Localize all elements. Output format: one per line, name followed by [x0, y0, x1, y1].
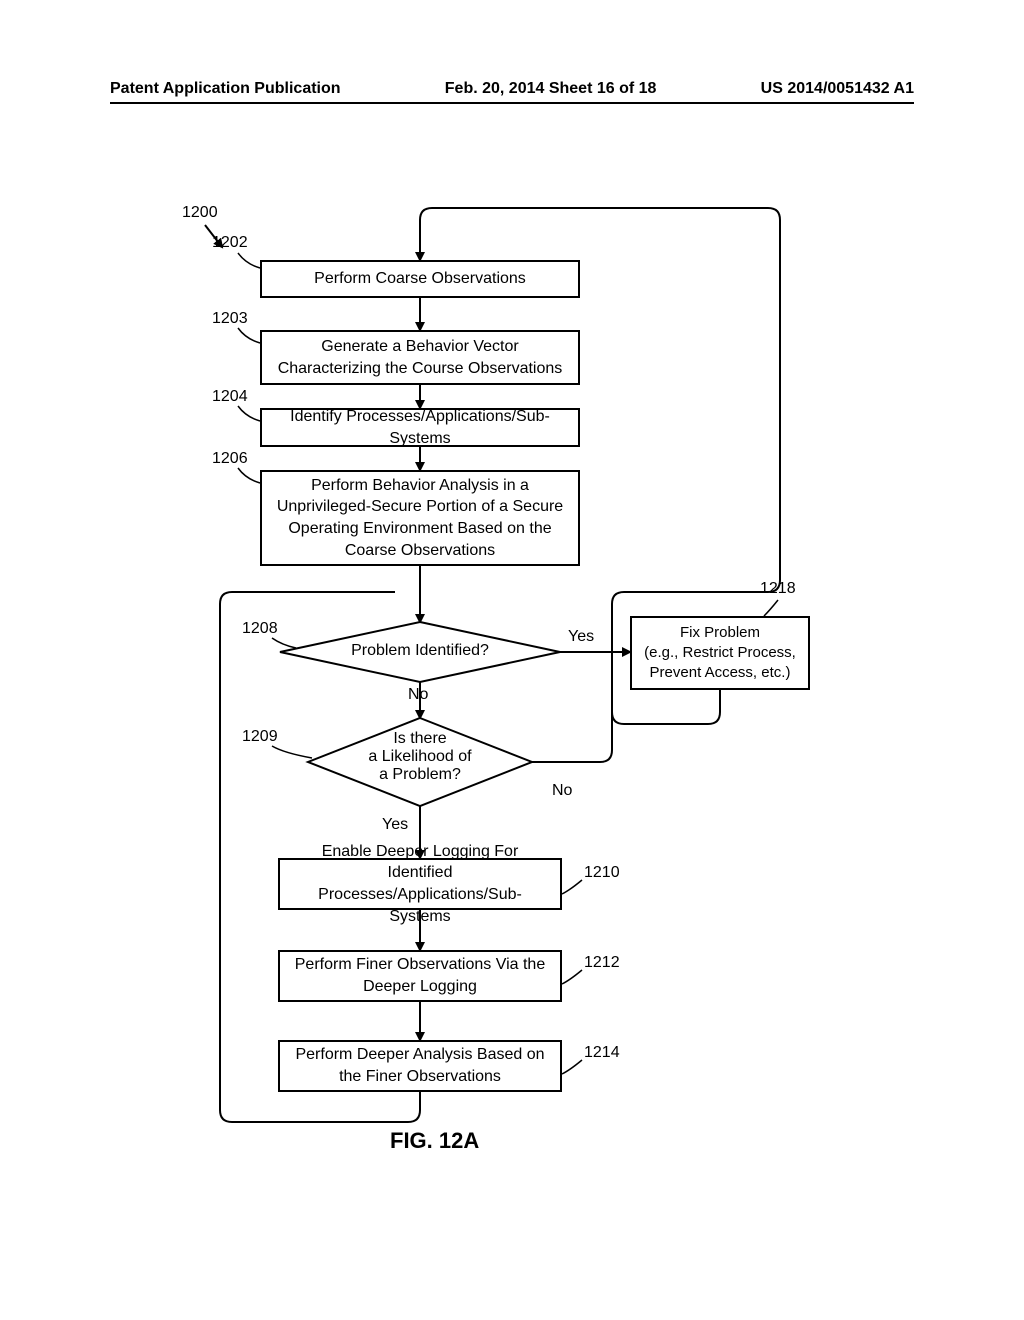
page-header: Patent Application Publication Feb. 20, … [110, 80, 914, 104]
diamond-1209-text: Is there a Likelihood of a Problem? [355, 730, 485, 784]
box-1206: Perform Behavior Analysis in a Unprivile… [260, 470, 580, 566]
box-1218: Fix Problem (e.g., Restrict Process, Pre… [630, 616, 810, 690]
box-1210: Enable Deeper Logging For Identified Pro… [278, 858, 562, 910]
label-1214: 1214 [584, 1044, 620, 1062]
label-1208: 1208 [242, 620, 278, 638]
box-1203: Generate a Behavior Vector Characterizin… [260, 330, 580, 385]
label-1202: 1202 [212, 234, 248, 252]
figure-label: FIG. 12A [390, 1128, 479, 1154]
header-right: US 2014/0051432 A1 [761, 80, 914, 98]
label-1203: 1203 [212, 310, 248, 328]
box-1204: Identify Processes/Applications/Sub-Syst… [260, 408, 580, 447]
flowchart-diagram: Perform Coarse Observations Generate a B… [90, 190, 920, 1250]
header-left: Patent Application Publication [110, 80, 341, 98]
label-yes-1209: Yes [382, 816, 408, 834]
label-yes-1208: Yes [568, 628, 594, 646]
label-1212: 1212 [584, 954, 620, 972]
diamond-1208-text: Problem Identified? [345, 642, 495, 660]
label-1210: 1210 [584, 864, 620, 882]
label-1209: 1209 [242, 728, 278, 746]
label-1204: 1204 [212, 388, 248, 406]
label-1218: 1218 [760, 580, 796, 598]
box-1202: Perform Coarse Observations [260, 260, 580, 298]
box-1214: Perform Deeper Analysis Based on the Fin… [278, 1040, 562, 1092]
label-no-1209: No [552, 782, 572, 800]
label-no-1208: No [408, 686, 428, 704]
box-1212: Perform Finer Observations Via the Deepe… [278, 950, 562, 1002]
label-1200: 1200 [182, 204, 218, 222]
label-1206: 1206 [212, 450, 248, 468]
header-center: Feb. 20, 2014 Sheet 16 of 18 [445, 80, 657, 98]
